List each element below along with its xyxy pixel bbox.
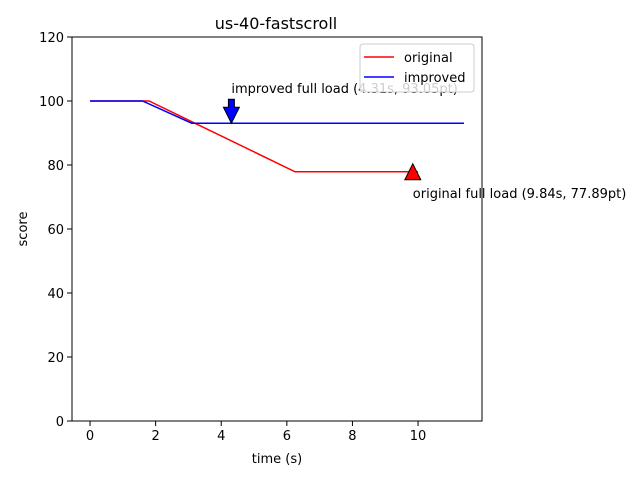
y-tick-label: 100 — [39, 95, 64, 110]
y-axis: 0 20 40 60 80 100 120 — [39, 31, 72, 430]
legend-label: improved — [404, 71, 465, 86]
x-tick-label: 2 — [151, 429, 159, 444]
y-tick-label: 80 — [47, 159, 64, 174]
chart-title: us-40-fastscroll — [215, 14, 337, 33]
x-tick-label: 10 — [410, 429, 427, 444]
plot-frame — [71, 36, 483, 422]
series-layer — [90, 100, 464, 173]
legend-label: original — [404, 51, 453, 66]
legend-box — [359, 43, 475, 93]
x-axis-label: time (s) — [252, 452, 302, 467]
x-tick-label: 6 — [283, 429, 291, 444]
x-tick-label: 0 — [86, 429, 94, 444]
legend: original improved — [359, 43, 475, 93]
y-tick-label: 40 — [47, 287, 64, 302]
y-tick-label: 120 — [39, 31, 64, 46]
y-tick-label: 20 — [47, 351, 64, 366]
x-tick-label: 8 — [348, 429, 356, 444]
y-tick-label: 0 — [56, 415, 64, 430]
up-triangle-marker — [403, 162, 422, 181]
x-tick-label: 4 — [217, 429, 225, 444]
down-arrow-marker — [222, 98, 241, 125]
y-axis-label: score — [16, 212, 31, 247]
series-line-improved — [90, 100, 464, 124]
y-tick-label: 60 — [47, 223, 64, 238]
annotation-label: original full load (9.84s, 77.89pt) — [413, 187, 627, 202]
x-axis: 0 2 4 6 8 10 — [86, 421, 426, 444]
